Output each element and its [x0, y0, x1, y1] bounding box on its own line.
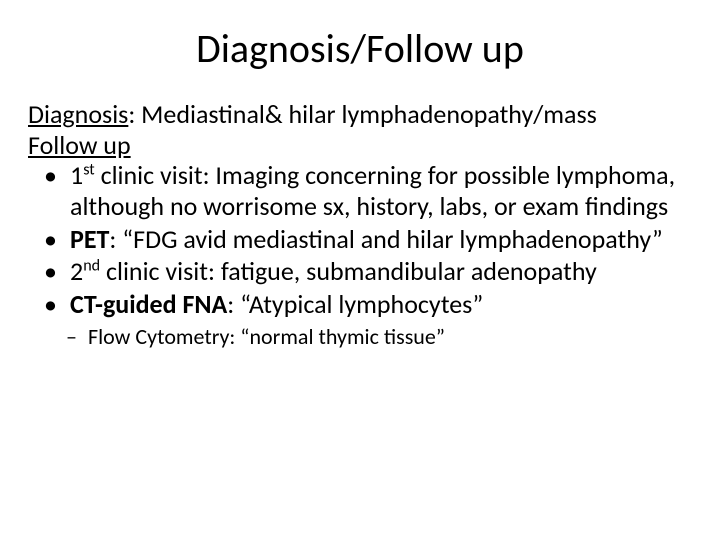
slide-body: Diagnosis: Mediastinal& hilar lymphadeno… [28, 99, 692, 350]
followup-label: Follow up [28, 129, 131, 161]
ordinal-sup: nd [83, 257, 100, 276]
diagnosis-label: Diagnosis [28, 98, 128, 130]
bullet-text: clinic visit: Imaging concerning for pos… [70, 159, 675, 222]
bullet-text: 2 [70, 255, 83, 287]
bullet-text: 1 [70, 159, 83, 191]
sub-bullet-text: Flow Cytometry: “normal thymic tissue” [88, 323, 445, 350]
list-item: PET: “FDG avid mediastinal and hilar lym… [44, 224, 692, 255]
bullet-text: clinic visit: fatigue, submandibular ade… [100, 255, 597, 287]
bullet-bold: PET [70, 223, 109, 255]
bullet-text: : “FDG avid mediastinal and hilar lympha… [109, 223, 662, 255]
sub-bullet-list: Flow Cytometry: “normal thymic tissue” [66, 324, 692, 350]
diagnosis-line: Diagnosis: Mediastinal& hilar lymphadeno… [28, 99, 692, 130]
list-item: Flow Cytometry: “normal thymic tissue” [66, 324, 692, 350]
list-item: CT-guided FNA: “Atypical lymphocytes” [44, 289, 692, 320]
bullet-bold: CT-guided FNA [70, 288, 227, 320]
list-item: 2nd clinic visit: fatigue, submandibular… [44, 256, 692, 287]
followup-line: Follow up [28, 130, 692, 161]
bullet-text: : “Atypical lymphocytes” [227, 288, 483, 320]
list-item: 1st clinic visit: Imaging concerning for… [44, 160, 692, 221]
slide-title: Diagnosis/Follow up [28, 24, 692, 73]
diagnosis-text: : Mediastinal& hilar lymphadenopathy/mas… [128, 98, 597, 130]
bullet-list: 1st clinic visit: Imaging concerning for… [44, 160, 692, 319]
ordinal-sup: st [83, 161, 95, 180]
